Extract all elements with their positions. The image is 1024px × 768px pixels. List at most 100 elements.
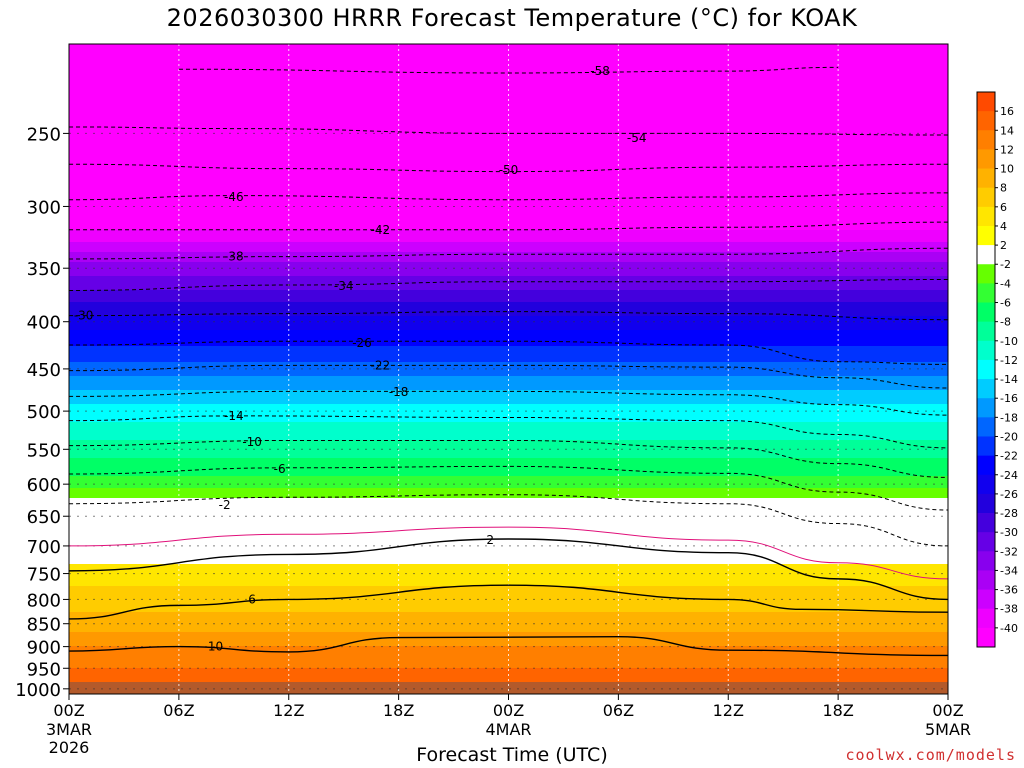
contour-label: -42	[371, 223, 391, 237]
temperature-band	[69, 312, 948, 315]
temperature-band	[69, 496, 948, 499]
temperature-band	[69, 630, 948, 633]
temperature-band	[69, 262, 948, 265]
colorbar-label: -2	[1000, 258, 1011, 271]
x-tick-label: 18Z	[822, 701, 853, 720]
temperature-band	[69, 552, 948, 555]
temperature-band	[69, 470, 948, 473]
contour-line	[69, 526, 948, 580]
temperature-band	[69, 352, 948, 355]
colorbar-frame	[976, 91, 996, 648]
contour-line	[69, 340, 948, 365]
temperature-band	[69, 446, 948, 449]
colorbar-swatch	[977, 589, 995, 610]
temperature-band	[69, 176, 948, 179]
temperature-band	[69, 100, 948, 103]
temperature-band	[69, 270, 948, 273]
temperature-band	[69, 310, 948, 313]
temperature-band	[69, 226, 948, 229]
temperature-band	[69, 376, 948, 379]
chart-title: 2026030300 HRRR Forecast Temperature (°C…	[166, 4, 858, 32]
contour-label: -10	[242, 435, 262, 449]
temperature-band	[69, 440, 948, 443]
temperature-band	[69, 506, 948, 509]
temperature-band	[69, 626, 948, 629]
contour-line	[69, 247, 948, 260]
colorbar-label: -40	[1000, 622, 1018, 635]
colorbar-label: -4	[1000, 277, 1011, 290]
colorbar-swatch	[977, 570, 995, 590]
temperature-band	[69, 516, 948, 519]
colorbar-label: -12	[1000, 354, 1018, 367]
temperature-band	[69, 646, 948, 649]
temperature-band	[69, 406, 948, 409]
temperature-band	[69, 236, 948, 239]
temperature-band	[69, 562, 948, 565]
temperature-band	[69, 620, 948, 623]
temperature-band	[69, 466, 948, 469]
x-date-label: 5MAR	[925, 720, 971, 739]
temperature-band	[69, 220, 948, 223]
temperature-band	[69, 210, 948, 213]
temperature-band	[69, 272, 948, 275]
colorbar-swatch	[977, 359, 995, 380]
temperature-band	[69, 572, 948, 575]
temperature-band	[69, 316, 948, 319]
y-tick-label: 350	[27, 259, 61, 280]
temperature-band	[69, 106, 948, 109]
temperature-band	[69, 492, 948, 495]
temperature-band	[69, 540, 948, 543]
contour-line	[69, 584, 948, 620]
temperature-band	[69, 422, 948, 425]
temperature-band	[69, 420, 948, 423]
temperature-band	[69, 286, 948, 289]
contour-label: -54	[627, 131, 647, 145]
temperature-band	[69, 246, 948, 249]
temperature-band	[69, 530, 948, 533]
temperature-band	[69, 242, 948, 245]
temperature-band	[69, 200, 948, 203]
temperature-band	[69, 442, 948, 445]
colorbar-label: -6	[1000, 297, 1011, 310]
contour-label: -38	[224, 250, 244, 264]
temperature-band	[69, 390, 948, 393]
x-tick-label: 00Z	[53, 701, 84, 720]
temperature-band	[69, 140, 948, 143]
temperature-band	[69, 70, 948, 73]
temperature-band	[69, 276, 948, 279]
temperature-band	[69, 480, 948, 483]
temperature-band	[69, 642, 948, 645]
contour-line	[69, 364, 948, 389]
temperature-band	[69, 46, 948, 49]
temperature-band	[69, 522, 948, 525]
temperature-band	[69, 640, 948, 643]
y-tick-label: 950	[27, 659, 61, 680]
x-date-label: 4MAR	[485, 720, 531, 739]
temperature-band	[69, 162, 948, 165]
colorbar-swatch	[977, 92, 995, 112]
temperature-band	[69, 570, 948, 573]
temperature-band	[69, 290, 948, 293]
colorbar-label: -8	[1000, 316, 1011, 329]
colorbar-swatch	[977, 608, 995, 629]
temperature-band	[69, 592, 948, 595]
temperature-band	[69, 96, 948, 99]
temperature-band	[69, 500, 948, 503]
colorbar-label: -22	[1000, 450, 1018, 463]
contour-line	[69, 126, 948, 136]
temperature-band	[69, 490, 948, 493]
contour-label: -46	[224, 190, 244, 204]
temperature-band	[69, 60, 948, 63]
contour-line	[69, 192, 948, 201]
colorbar-swatch	[977, 187, 995, 208]
temperature-band	[69, 266, 948, 269]
temperature-band	[69, 130, 948, 133]
temperature-band	[69, 512, 948, 515]
temperature-band	[69, 676, 948, 679]
temperature-band	[69, 452, 948, 455]
contour-line	[69, 221, 948, 231]
temperature-band	[69, 652, 948, 655]
temperature-band	[69, 112, 948, 115]
colorbar-swatch	[977, 417, 995, 437]
temperature-band	[69, 400, 948, 403]
